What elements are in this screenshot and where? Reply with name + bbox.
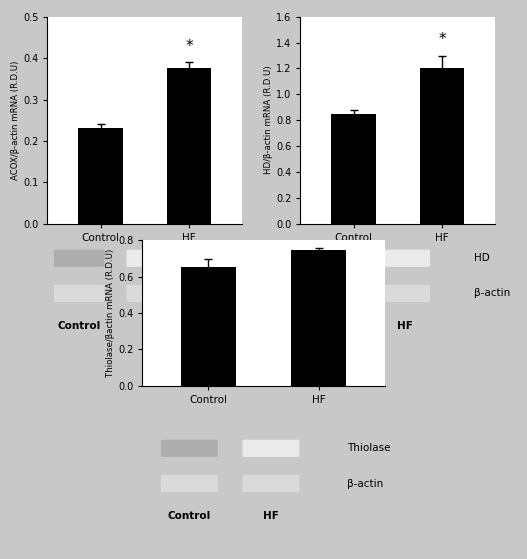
- Text: Thiolase: Thiolase: [347, 443, 391, 453]
- Text: Control: Control: [310, 321, 354, 330]
- Bar: [167, 68, 211, 224]
- Bar: [331, 113, 376, 224]
- Bar: [181, 267, 236, 386]
- Text: ACOX: ACOX: [221, 253, 250, 263]
- FancyBboxPatch shape: [54, 250, 104, 267]
- Text: HF: HF: [263, 511, 279, 520]
- FancyBboxPatch shape: [242, 440, 299, 457]
- FancyBboxPatch shape: [379, 285, 430, 302]
- Text: HF: HF: [144, 321, 160, 330]
- Text: *: *: [186, 39, 193, 54]
- Text: β-actin: β-actin: [474, 288, 510, 299]
- Text: Control: Control: [57, 321, 101, 330]
- FancyBboxPatch shape: [54, 285, 104, 302]
- Text: Control: Control: [168, 511, 211, 520]
- FancyBboxPatch shape: [161, 475, 218, 492]
- FancyBboxPatch shape: [242, 475, 299, 492]
- FancyBboxPatch shape: [379, 250, 430, 267]
- Bar: [291, 250, 346, 386]
- FancyBboxPatch shape: [307, 285, 357, 302]
- FancyBboxPatch shape: [307, 250, 357, 267]
- FancyBboxPatch shape: [126, 250, 177, 267]
- FancyBboxPatch shape: [161, 440, 218, 457]
- FancyBboxPatch shape: [126, 285, 177, 302]
- Text: *: *: [438, 32, 446, 48]
- Y-axis label: HD/β-actin mRNA (R.D.U): HD/β-actin mRNA (R.D.U): [264, 66, 273, 174]
- Bar: [420, 69, 464, 224]
- Text: β-actin: β-actin: [347, 479, 384, 489]
- Text: HD: HD: [474, 253, 490, 263]
- Y-axis label: ACOX/β-actin mRNA (R.D.U): ACOX/β-actin mRNA (R.D.U): [11, 60, 20, 180]
- Bar: [79, 129, 123, 224]
- Text: β-actin: β-actin: [221, 288, 257, 299]
- Y-axis label: Thiolase/βactin mRNA (R.D.U): Thiolase/βactin mRNA (R.D.U): [106, 249, 115, 377]
- Text: HF: HF: [397, 321, 413, 330]
